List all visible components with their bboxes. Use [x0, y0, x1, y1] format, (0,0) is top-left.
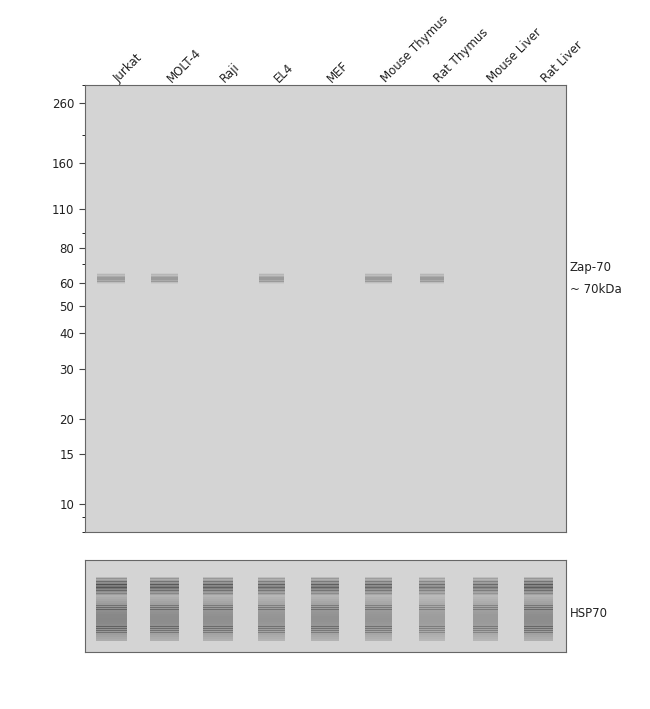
Text: MEF: MEF	[325, 59, 351, 85]
Text: MOLT-4: MOLT-4	[164, 46, 203, 85]
Text: HSP70: HSP70	[570, 607, 608, 620]
Text: EL4: EL4	[272, 61, 296, 85]
Text: Zap-70: Zap-70	[570, 261, 612, 274]
Text: ~ 70kDa: ~ 70kDa	[570, 284, 621, 296]
Text: Raji: Raji	[218, 60, 242, 85]
Text: Jurkat: Jurkat	[111, 52, 145, 85]
Text: Mouse Liver: Mouse Liver	[486, 26, 545, 85]
Text: Mouse Thymus: Mouse Thymus	[378, 13, 450, 85]
Text: Rat Liver: Rat Liver	[539, 38, 585, 85]
Text: Rat Thymus: Rat Thymus	[432, 26, 491, 85]
